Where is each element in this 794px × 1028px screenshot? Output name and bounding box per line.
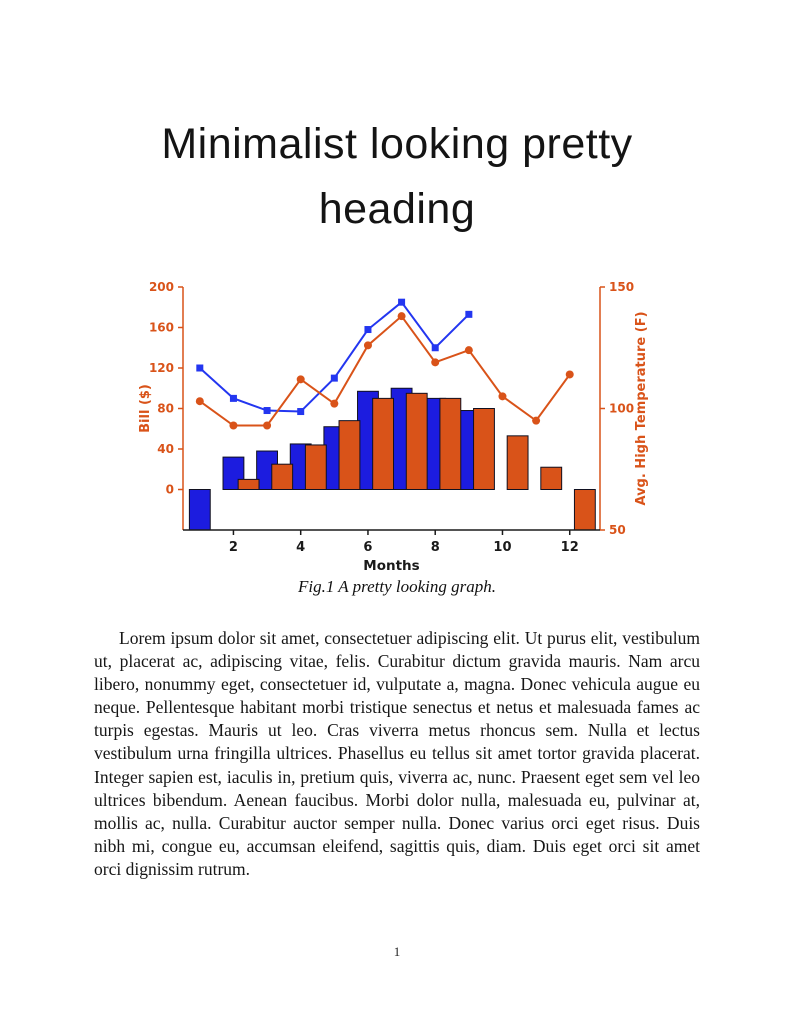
svg-text:100: 100 [609, 402, 634, 416]
svg-text:80: 80 [157, 402, 174, 416]
svg-text:Avg. High Temperature (F): Avg. High Temperature (F) [634, 311, 649, 505]
svg-text:40: 40 [157, 442, 174, 456]
page-number: 1 [393, 944, 401, 959]
dual-axis-chart: 0 40 80 120 160 200 50 100 150 2 4 6 8 10 12 Months Bill… [0, 277, 794, 575]
svg-text:Bill ($): Bill ($) [138, 384, 153, 433]
svg-text:12: 12 [561, 540, 579, 555]
svg-text:4: 4 [296, 540, 305, 555]
lorem-paragraph: Lorem ipsum dolor sit amet, consectetuer… [94, 628, 700, 879]
body-text-block: Lorem ipsum dolor sit amet, consectetuer… [94, 627, 700, 881]
svg-text:120: 120 [149, 361, 174, 375]
svg-text:0: 0 [166, 483, 174, 497]
svg-text:150: 150 [609, 280, 634, 294]
svg-text:50: 50 [609, 523, 626, 537]
page-title: Minimalist looking pretty heading [161, 120, 633, 233]
svg-text:10: 10 [493, 540, 511, 555]
svg-text:200: 200 [149, 280, 174, 294]
svg-text:2: 2 [229, 540, 238, 555]
svg-text:160: 160 [149, 321, 174, 335]
chart-svg: 0 40 80 120 160 200 50 100 150 2 4 6 8 10 12 Months Bill… [138, 280, 649, 574]
svg-text:6: 6 [363, 540, 372, 555]
svg-text:Months: Months [363, 558, 419, 574]
svg-text:8: 8 [431, 540, 440, 555]
figure-caption: Fig.1 A pretty looking graph. [297, 577, 496, 596]
figure-block: 0 40 80 120 160 200 50 100 150 2 4 6 8 10 12 Months Bill… [0, 277, 794, 597]
